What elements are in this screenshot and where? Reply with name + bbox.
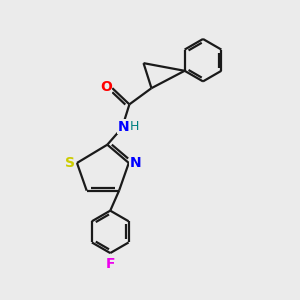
Text: F: F: [106, 257, 115, 271]
Text: H: H: [130, 120, 139, 133]
Text: N: N: [117, 120, 129, 134]
Text: O: O: [100, 80, 112, 94]
Text: N: N: [130, 156, 141, 170]
Text: S: S: [65, 156, 76, 170]
